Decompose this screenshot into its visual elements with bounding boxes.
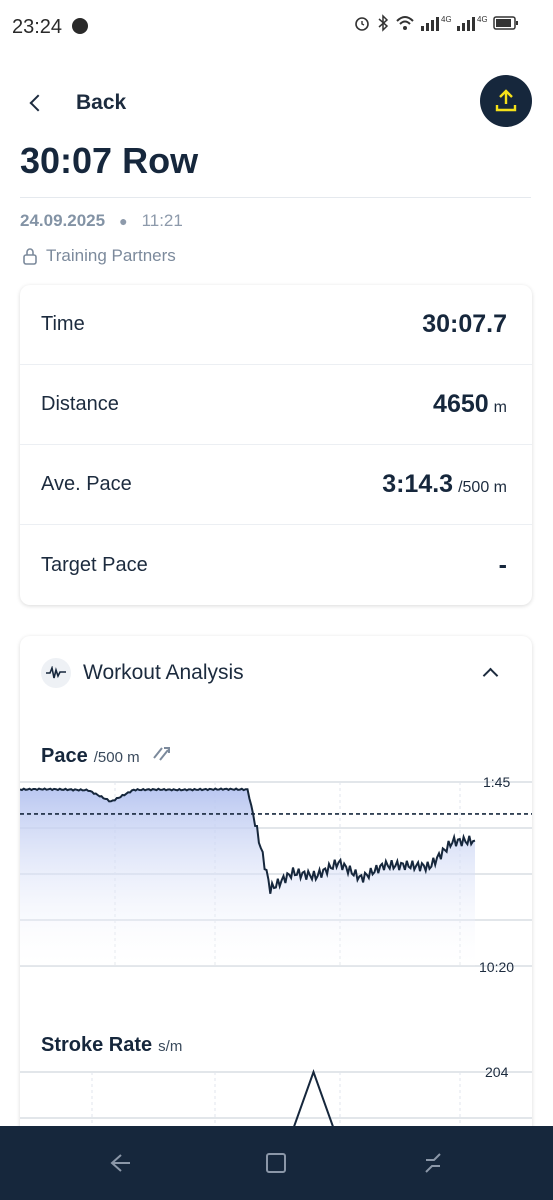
status-time: 23:24 bbox=[12, 16, 63, 38]
chevron-up-icon[interactable] bbox=[482, 667, 499, 684]
stats-card: Time 30:07.7 Distance 4650 m Ave. Pace 3:… bbox=[20, 285, 532, 605]
network-type-label: 4G bbox=[441, 15, 451, 24]
pace-top-tick: 1:45 bbox=[483, 776, 510, 790]
back-button[interactable]: Back bbox=[24, 86, 126, 120]
stat-value: 30:07.7 bbox=[422, 310, 507, 339]
nav-recents-icon[interactable] bbox=[420, 1150, 446, 1176]
privacy-setting[interactable]: Training Partners bbox=[22, 246, 176, 266]
pace-chart[interactable]: 1:45 10:20 bbox=[20, 776, 532, 976]
upload-button[interactable] bbox=[480, 75, 532, 127]
stat-value-text: 3:14.3 bbox=[382, 470, 454, 498]
stat-value-text: 30:07.7 bbox=[422, 310, 507, 338]
pace-bottom-tick: 10:20 bbox=[479, 959, 514, 975]
stat-label: Distance bbox=[41, 393, 119, 415]
upload-icon bbox=[495, 89, 517, 112]
stat-row-target-pace: Target Pace - bbox=[20, 525, 532, 605]
bluetooth-icon bbox=[378, 14, 389, 32]
stat-unit: /500 m bbox=[458, 479, 507, 496]
system-nav-bar bbox=[0, 1126, 553, 1200]
notification-dot-icon bbox=[72, 18, 88, 34]
stat-value: 3:14.3/500 m bbox=[382, 470, 507, 499]
status-icons: 4G 4G bbox=[353, 14, 519, 32]
network-type-label-2: 4G bbox=[477, 15, 487, 24]
stat-unit: m bbox=[493, 399, 507, 416]
battery-icon bbox=[493, 16, 518, 30]
workout-meta: 24.09.2025 ● 11:21 bbox=[20, 211, 183, 231]
separator-dot: ● bbox=[119, 213, 128, 229]
pace-area bbox=[20, 788, 475, 966]
privacy-label: Training Partners bbox=[46, 246, 176, 265]
signal-icon-2: 4G bbox=[457, 15, 487, 31]
stat-label: Time bbox=[41, 313, 85, 335]
back-label: Back bbox=[76, 91, 127, 114]
stroke-rate-chart[interactable]: 204 bbox=[20, 1064, 532, 1156]
nav-home-icon[interactable] bbox=[263, 1150, 289, 1176]
status-bar: 23:24 4G 4G bbox=[0, 0, 553, 56]
chevron-left-icon bbox=[29, 94, 47, 112]
signal-icon: 4G bbox=[421, 15, 451, 31]
stat-row-time: Time 30:07.7 bbox=[20, 285, 532, 365]
lock-icon bbox=[23, 248, 37, 265]
analysis-header[interactable]: Workout Analysis bbox=[41, 658, 244, 688]
stroke-rate-chart-title: Stroke Rate bbox=[41, 1034, 153, 1056]
pace-chart-label: Pace /500 m bbox=[41, 744, 172, 768]
stat-label: Target Pace bbox=[41, 553, 148, 576]
stat-value: - bbox=[499, 551, 507, 580]
divider bbox=[20, 197, 531, 198]
page-title: 30:07 Row bbox=[20, 140, 199, 181]
stat-value-text: 4650 bbox=[433, 390, 489, 418]
pace-line bbox=[20, 787, 476, 894]
waveform-icon bbox=[41, 658, 71, 688]
stat-row-distance: Distance 4650 m bbox=[20, 365, 532, 445]
stat-label: Ave. Pace bbox=[41, 473, 132, 495]
pace-chart-title: Pace bbox=[41, 745, 88, 767]
stat-value-text: - bbox=[498, 550, 507, 579]
workout-analysis-card: Workout Analysis Pace /500 m 1:45 10:20 … bbox=[20, 636, 532, 1156]
stat-value: 4650 m bbox=[433, 390, 507, 419]
pace-chart-unit: /500 m bbox=[93, 749, 140, 766]
stroke-rate-chart-label: Stroke Rate s/m bbox=[41, 1034, 182, 1057]
nav-back-icon[interactable] bbox=[107, 1150, 133, 1176]
workout-date: 24.09.2025 bbox=[20, 211, 106, 230]
workout-time: 11:21 bbox=[141, 211, 183, 230]
stroke-rate-chart-unit: s/m bbox=[158, 1038, 183, 1055]
analysis-title: Workout Analysis bbox=[83, 661, 244, 684]
stat-row-ave-pace: Ave. Pace 3:14.3/500 m bbox=[20, 445, 532, 525]
wifi-icon bbox=[396, 16, 414, 30]
compare-toggle-icon[interactable] bbox=[152, 744, 172, 762]
stroke-rate-top-tick: 204 bbox=[485, 1064, 509, 1080]
alarm-icon bbox=[355, 17, 369, 31]
